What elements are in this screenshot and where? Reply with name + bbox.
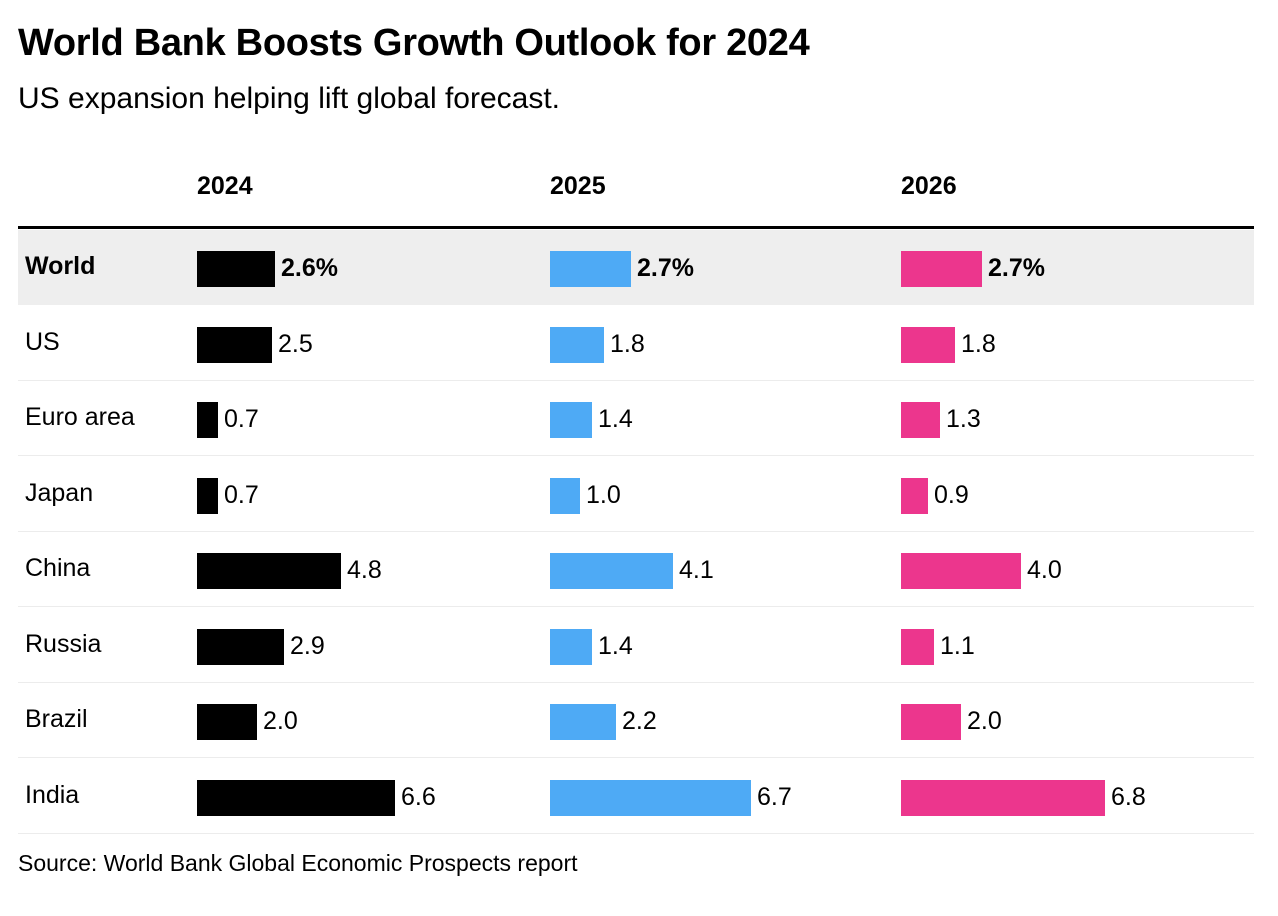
bar-2024 <box>197 326 272 363</box>
bar-2026 <box>901 326 955 363</box>
column-header-2025: 2025 <box>550 172 606 200</box>
bar-2024 <box>197 779 395 816</box>
row-label: Brazil <box>25 705 88 733</box>
bar-2025 <box>550 251 631 287</box>
table-row: US 2.5 1.8 1.8 <box>18 306 1254 381</box>
value-label-2025: 2.2 <box>622 707 657 735</box>
table-row: Russia 2.9 1.4 1.1 <box>18 608 1254 683</box>
value-label-2024: 4.8 <box>347 556 382 584</box>
value-label-2026: 1.8 <box>961 329 996 358</box>
bar-2024 <box>197 628 284 665</box>
bar-2026 <box>901 628 934 665</box>
bar-2025 <box>550 553 673 589</box>
bar-2024 <box>197 704 257 740</box>
chart-title: World Bank Boosts Growth Outlook for 202… <box>18 22 810 64</box>
bar-2026 <box>901 251 982 287</box>
table-row: China 4.8 4.1 4.0 <box>18 532 1254 607</box>
value-label-2024: 2.6% <box>281 254 338 282</box>
bar-2026 <box>901 779 1105 816</box>
row-label: China <box>25 554 91 582</box>
row-label: US <box>25 327 60 356</box>
column-header-2026: 2026 <box>901 172 957 200</box>
bar-2025 <box>550 477 580 514</box>
bar-2024 <box>197 477 218 514</box>
bar-chart-table: 2024 2025 2026 World 2.6% 2.7% 2.7% US 2.5 1.8 1.8… <box>18 160 1254 836</box>
value-label-2026: 1.3 <box>946 405 981 433</box>
value-label-2025: 6.7 <box>757 782 792 811</box>
value-label-2025: 1.4 <box>598 631 633 660</box>
bar-2026 <box>901 402 940 438</box>
value-label-2026: 1.1 <box>940 631 975 660</box>
row-label: Japan <box>25 478 94 507</box>
table-row: Brazil 2.0 2.2 2.0 <box>18 683 1254 758</box>
bar-2024 <box>197 251 275 287</box>
bar-2025 <box>550 326 604 363</box>
column-header-2024: 2024 <box>197 172 253 200</box>
value-label-2026: 4.0 <box>1027 556 1062 584</box>
bar-2026 <box>901 477 928 514</box>
value-label-2025: 2.7% <box>637 254 694 282</box>
value-label-2024: 0.7 <box>224 480 259 509</box>
value-label-2025: 1.4 <box>598 405 633 433</box>
table-row: Japan 0.7 1.0 0.9 <box>18 457 1254 532</box>
value-label-2025: 1.0 <box>586 480 621 509</box>
value-label-2024: 2.0 <box>263 707 298 735</box>
value-label-2026: 0.9 <box>934 480 969 509</box>
value-label-2024: 2.5 <box>278 329 313 358</box>
table-row: India 6.6 6.7 6.8 <box>18 759 1254 834</box>
row-label: World <box>25 252 96 280</box>
row-label: India <box>25 780 80 809</box>
chart-subtitle: US expansion helping lift global forecas… <box>18 82 560 115</box>
table-row: Euro area 0.7 1.4 1.3 <box>18 381 1254 456</box>
bar-2024 <box>197 402 218 438</box>
value-label-2025: 4.1 <box>679 556 714 584</box>
value-label-2026: 2.7% <box>988 254 1045 282</box>
value-label-2026: 6.8 <box>1111 782 1146 811</box>
row-label: Russia <box>25 629 102 658</box>
bar-2025 <box>550 402 592 438</box>
bar-2024 <box>197 553 341 589</box>
value-label-2026: 2.0 <box>967 707 1002 735</box>
bar-2026 <box>901 704 961 740</box>
table-row: World 2.6% 2.7% 2.7% <box>18 230 1254 305</box>
header-rule <box>18 226 1254 229</box>
value-label-2024: 2.9 <box>290 631 325 660</box>
value-label-2024: 0.7 <box>224 405 259 433</box>
bar-2025 <box>550 704 616 740</box>
bar-2025 <box>550 779 751 816</box>
source-note: Source: World Bank Global Economic Prosp… <box>18 850 578 876</box>
value-label-2024: 6.6 <box>401 782 436 811</box>
value-label-2025: 1.8 <box>610 329 645 358</box>
bar-2025 <box>550 628 592 665</box>
row-label: Euro area <box>25 403 135 431</box>
bar-2026 <box>901 553 1021 589</box>
